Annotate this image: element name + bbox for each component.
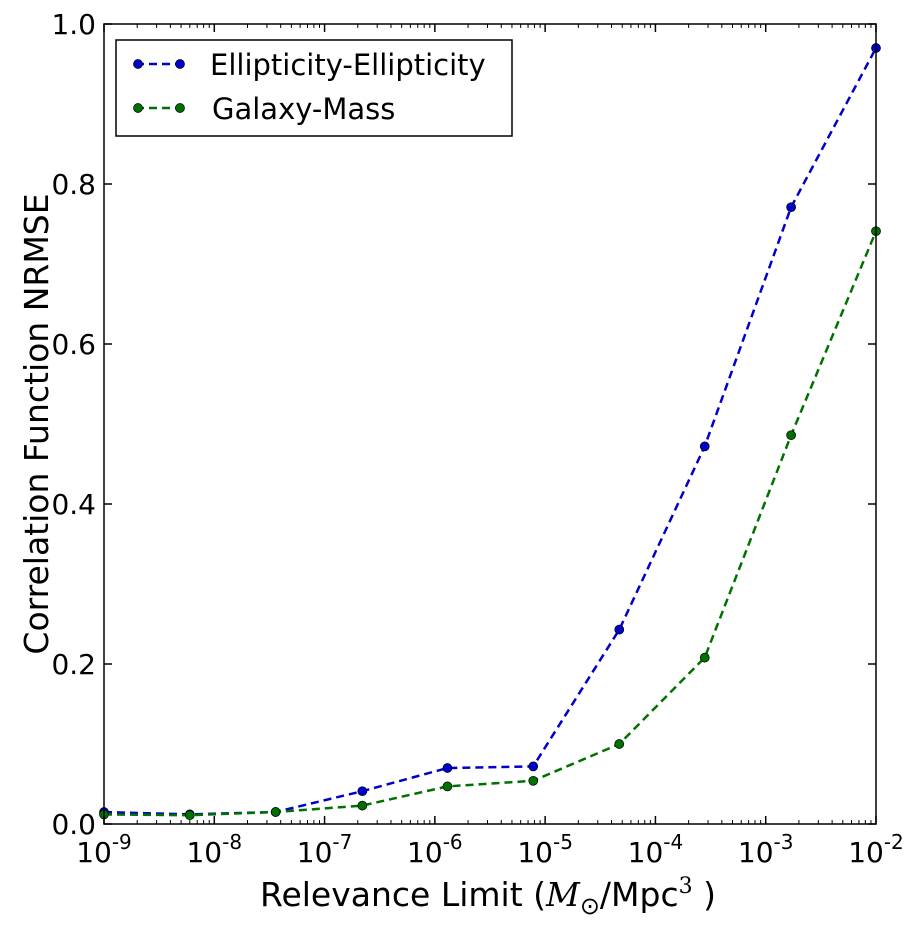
y-tick-label: 0.6 — [51, 328, 96, 361]
x-tick-label-base: 10 — [738, 836, 774, 869]
data-point — [442, 781, 453, 792]
x-tick-label: 10-2 — [848, 830, 904, 869]
data-point — [614, 739, 625, 749]
data-point — [357, 786, 368, 797]
x-tick-label: 10-5 — [517, 830, 573, 869]
data-point — [786, 430, 796, 441]
x-tick-label: 10-7 — [297, 830, 353, 869]
x-tick-label-base: 10 — [407, 836, 443, 869]
data-point — [270, 807, 281, 817]
x-tick-label-exponent: -8 — [222, 830, 242, 854]
x-axis-title-subscript: ⊙ — [580, 892, 600, 920]
x-tick-label-base: 10 — [517, 836, 553, 869]
x-tick-label-base: 10 — [186, 836, 222, 869]
data-point — [184, 810, 195, 821]
x-tick-label-base: 10 — [76, 836, 112, 869]
x-tick-label-exponent: -5 — [553, 830, 573, 854]
series-line — [103, 47, 878, 816]
data-point — [528, 761, 539, 772]
legend-label-galaxy-mass: Galaxy-Mass — [212, 92, 395, 126]
y-tick-label: 0.8 — [51, 168, 96, 201]
x-tick-label-exponent: -3 — [774, 830, 794, 854]
series-layer — [99, 43, 881, 821]
x-tick-label: 10-3 — [738, 830, 794, 869]
legend-box — [115, 39, 513, 137]
y-tick-label: 0.0 — [51, 808, 96, 841]
x-tick-label: 10-6 — [407, 830, 463, 869]
data-point — [699, 652, 710, 663]
legend-marker-galaxy-mass — [175, 103, 185, 113]
x-axis-title-unit-exponent: 3 — [679, 874, 693, 899]
legend-marker-ellipticity — [133, 59, 143, 69]
legend-entry-ellipticity: Ellipticity-Ellipticity — [133, 48, 486, 82]
x-tick-label-base: 10 — [628, 836, 664, 869]
legend: Ellipticity-Ellipticity Galaxy-Mass — [115, 39, 513, 137]
y-tick-label: 1.0 — [51, 8, 96, 41]
x-tick-label-exponent: -7 — [332, 830, 352, 854]
y-tick-label: 0.4 — [51, 488, 96, 521]
legend-label-ellipticity: Ellipticity-Ellipticity — [210, 48, 486, 82]
x-tick-label-exponent: -6 — [443, 830, 463, 854]
legend-marker-galaxy-mass — [133, 103, 143, 113]
x-axis-title: Relevance Limit (M⊙/Mpc3 ) — [260, 874, 716, 920]
data-point — [442, 763, 453, 773]
y-axis-title: Correlation Function NRMSE — [17, 193, 56, 654]
x-tick-label: 10-4 — [628, 830, 684, 869]
data-point — [786, 202, 796, 213]
legend-marker-ellipticity — [175, 59, 185, 69]
x-tick-label-exponent: -4 — [663, 830, 683, 854]
x-tick-label-exponent: -9 — [112, 830, 132, 854]
legend-entry-galaxy-mass: Galaxy-Mass — [133, 92, 395, 126]
x-axis-title-symbol: M — [545, 875, 581, 914]
data-point — [528, 775, 539, 786]
plot-frame — [103, 23, 877, 825]
x-tick-label-exponent: -2 — [884, 830, 904, 854]
y-tick-label: 0.2 — [51, 648, 96, 681]
x-tick-label-base: 10 — [297, 836, 333, 869]
x-axis-title-suffix: ) — [693, 875, 716, 914]
x-tick-label: 10-9 — [76, 830, 132, 869]
x-axis-title-prefix: Relevance Limit ( — [260, 875, 546, 914]
x-tick-label: 10-8 — [186, 830, 242, 869]
data-point — [357, 800, 368, 811]
x-axis-title-unit: /Mpc — [600, 875, 679, 914]
x-tick-label-base: 10 — [848, 836, 884, 869]
data-point — [699, 441, 710, 452]
data-point — [614, 624, 625, 635]
